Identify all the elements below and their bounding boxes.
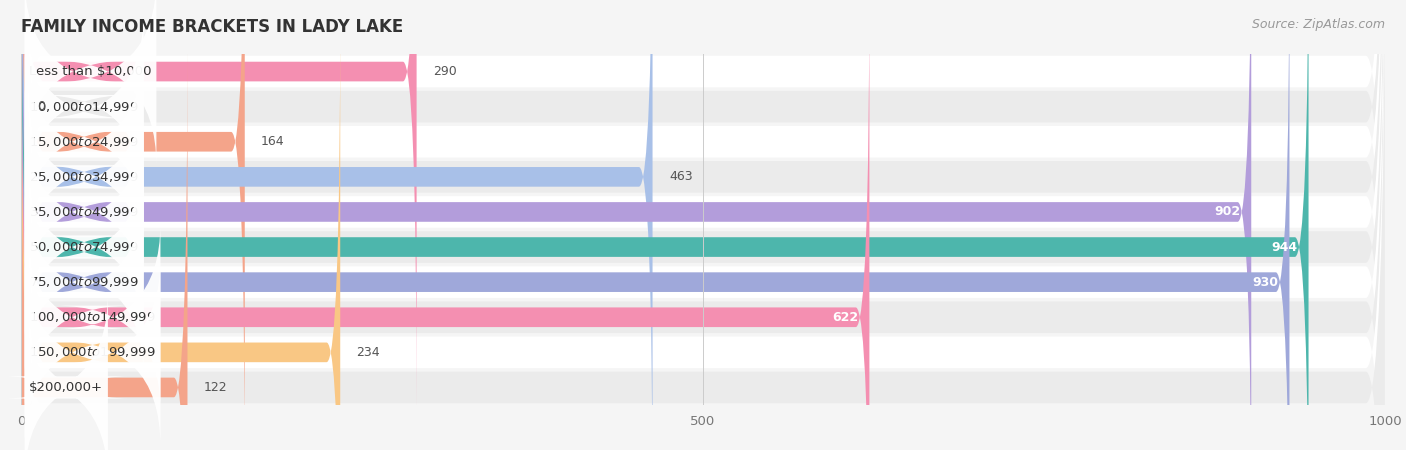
Text: $150,000 to $199,999: $150,000 to $199,999 (30, 345, 156, 360)
Text: $25,000 to $34,999: $25,000 to $34,999 (30, 170, 139, 184)
Text: Source: ZipAtlas.com: Source: ZipAtlas.com (1251, 18, 1385, 31)
Text: $50,000 to $74,999: $50,000 to $74,999 (30, 240, 139, 254)
FancyBboxPatch shape (21, 0, 869, 450)
FancyBboxPatch shape (21, 0, 1385, 450)
Text: $75,000 to $99,999: $75,000 to $99,999 (30, 275, 139, 289)
Text: 164: 164 (262, 135, 285, 148)
Text: 902: 902 (1215, 206, 1240, 218)
FancyBboxPatch shape (21, 0, 1251, 450)
FancyBboxPatch shape (21, 0, 1385, 450)
FancyBboxPatch shape (21, 0, 1309, 450)
Text: 234: 234 (357, 346, 380, 359)
FancyBboxPatch shape (21, 0, 1385, 450)
FancyBboxPatch shape (21, 11, 340, 450)
Text: Less than $10,000: Less than $10,000 (30, 65, 152, 78)
Text: 930: 930 (1253, 276, 1278, 288)
Text: 122: 122 (204, 381, 228, 394)
FancyBboxPatch shape (21, 0, 1385, 450)
FancyBboxPatch shape (21, 0, 1289, 450)
FancyBboxPatch shape (21, 0, 1385, 450)
FancyBboxPatch shape (21, 0, 1385, 450)
Text: $100,000 to $149,999: $100,000 to $149,999 (30, 310, 156, 324)
Text: $10,000 to $14,999: $10,000 to $14,999 (30, 99, 139, 114)
Text: 463: 463 (669, 171, 693, 183)
FancyBboxPatch shape (21, 0, 245, 450)
FancyBboxPatch shape (21, 0, 652, 450)
Text: 622: 622 (832, 311, 859, 324)
Text: 944: 944 (1271, 241, 1298, 253)
Text: FAMILY INCOME BRACKETS IN LADY LAKE: FAMILY INCOME BRACKETS IN LADY LAKE (21, 18, 404, 36)
Text: $200,000+: $200,000+ (30, 381, 103, 394)
Text: 0: 0 (38, 100, 45, 113)
Text: $35,000 to $49,999: $35,000 to $49,999 (30, 205, 139, 219)
FancyBboxPatch shape (21, 0, 1385, 450)
FancyBboxPatch shape (21, 46, 187, 450)
FancyBboxPatch shape (21, 0, 1385, 450)
Text: 290: 290 (433, 65, 457, 78)
FancyBboxPatch shape (21, 0, 1385, 450)
Text: $15,000 to $24,999: $15,000 to $24,999 (30, 135, 139, 149)
FancyBboxPatch shape (21, 0, 1385, 450)
FancyBboxPatch shape (21, 0, 416, 413)
